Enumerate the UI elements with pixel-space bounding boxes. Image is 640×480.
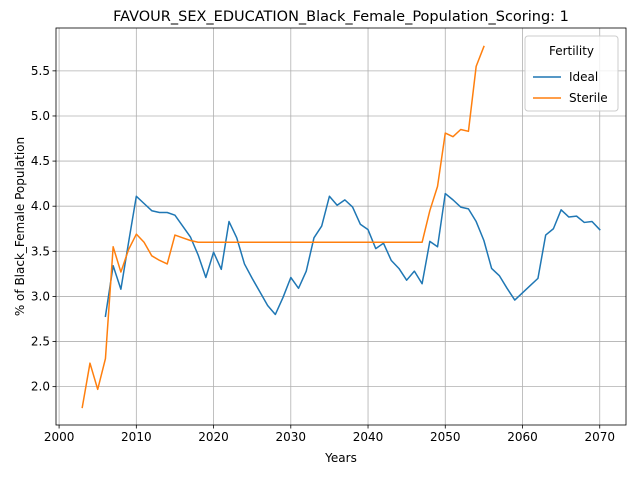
x-tick-label: 2050 <box>430 430 461 444</box>
y-tick-label: 2.0 <box>31 380 50 394</box>
y-tick-label: 2.5 <box>31 335 50 349</box>
series-line-sterile <box>81 45 485 409</box>
y-tick-label: 5.5 <box>31 64 50 78</box>
x-tick-label: 2020 <box>198 430 229 444</box>
y-tick-label: 3.0 <box>31 289 50 303</box>
legend-title: Fertility <box>549 44 594 58</box>
x-tick-label: 2070 <box>584 430 615 444</box>
legend-box <box>524 35 619 112</box>
y-tick-label: 5.0 <box>31 109 50 123</box>
series-lines <box>81 45 601 409</box>
y-tick-label: 4.0 <box>31 199 50 213</box>
y-tick-label: 3.5 <box>31 244 50 258</box>
axis-ticks: 2000 2010 2020 2030 2040 2050 2060 2070 2.0 2.5 3.… <box>31 64 615 444</box>
x-tick-label: 2060 <box>507 430 538 444</box>
x-tick-label: 2030 <box>276 430 307 444</box>
x-tick-label: 2000 <box>44 430 75 444</box>
series-line-ideal <box>104 192 601 318</box>
y-axis-label: % of Black_Female Population <box>13 137 27 316</box>
x-tick-label: 2010 <box>121 430 152 444</box>
x-axis-label: Years <box>324 451 357 465</box>
y-tick-label: 4.5 <box>31 154 50 168</box>
legend-label-sterile: Sterile <box>569 91 608 105</box>
legend-label-ideal: Ideal <box>569 70 598 84</box>
legend-items: Ideal Sterile <box>533 70 608 105</box>
plot-frame <box>55 27 627 426</box>
x-tick-label: 2040 <box>353 430 384 444</box>
legend: Fertility Ideal Sterile <box>524 35 619 112</box>
chart-title: FAVOUR_SEX_EDUCATION_Black_Female_Popula… <box>113 9 569 25</box>
